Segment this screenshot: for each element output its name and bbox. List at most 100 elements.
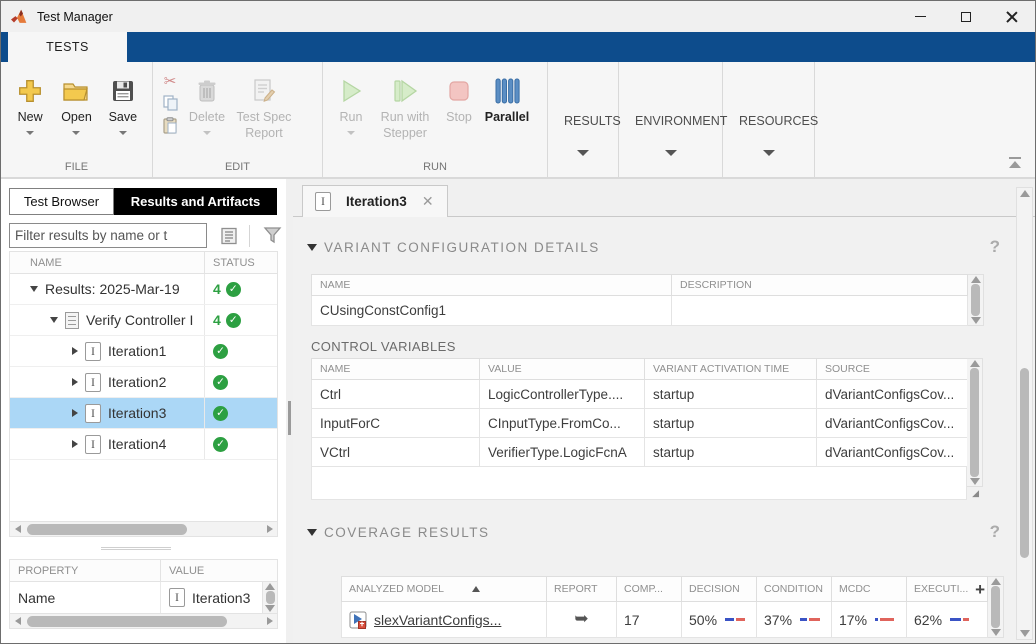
scroll-up-icon[interactable]: [970, 360, 980, 367]
coverage-table-scrollbar[interactable]: [988, 576, 1004, 638]
ribbon-group-results[interactable]: RESULTS: [548, 62, 619, 177]
chevron-collapsed-icon[interactable]: [72, 347, 78, 355]
scroll-down-icon[interactable]: [265, 605, 275, 612]
close-tab-icon[interactable]: [421, 195, 435, 209]
resources-dropdown-caret[interactable]: [763, 150, 775, 156]
cov-col-model[interactable]: ANALYZED MODEL: [342, 577, 547, 602]
variant-config-section-header[interactable]: VARIANT CONFIGURATION DETAILS ?: [307, 237, 1000, 257]
run-with-stepper-button[interactable]: Run with Stepper: [373, 68, 437, 141]
list-view-icon[interactable]: [217, 224, 241, 248]
close-button[interactable]: [989, 1, 1035, 32]
config-col-description[interactable]: DESCRIPTION: [672, 275, 968, 296]
help-icon[interactable]: ?: [990, 522, 1000, 542]
scrollbar-thumb[interactable]: [1020, 368, 1029, 558]
parallel-button[interactable]: Parallel: [481, 68, 533, 126]
test-spec-report-button[interactable]: Test Spec Report: [231, 68, 297, 141]
control-row[interactable]: VCtrl VerifierType.LogicFcnA startup dVa…: [312, 438, 968, 467]
cut-icon[interactable]: ✂: [161, 72, 179, 90]
tab-results-and-artifacts[interactable]: Results and Artifacts: [114, 188, 277, 215]
delete-button[interactable]: Delete: [183, 68, 231, 135]
scroll-up-icon[interactable]: [991, 578, 1001, 585]
scroll-down-icon[interactable]: [971, 317, 981, 324]
scroll-right-icon[interactable]: [262, 522, 277, 536]
tree-row-testfile[interactable]: Verify Controller I 4: [10, 305, 277, 336]
tab-tests[interactable]: TESTS: [8, 32, 127, 62]
property-row-name[interactable]: Name Iteration3: [10, 582, 277, 613]
copy-icon[interactable]: [161, 94, 179, 112]
ribbon-toolstrip: New Open Save FILE: [1, 62, 1035, 179]
scroll-right-icon[interactable]: [262, 614, 277, 628]
control-table-scrollbar[interactable]: [967, 358, 983, 487]
scroll-up-icon[interactable]: [265, 583, 275, 590]
tree-row-iteration3[interactable]: Iteration3: [10, 398, 277, 429]
open-button[interactable]: Open: [53, 68, 99, 135]
model-link[interactable]: slexVariantConfigs...: [374, 612, 501, 628]
run-button[interactable]: Run: [329, 68, 373, 135]
coverage-row[interactable]: slexVariantConfigs... ➥ 17 50% 37% 17% 6…: [342, 602, 988, 638]
chevron-collapsed-icon[interactable]: [72, 409, 78, 417]
maximize-button[interactable]: [943, 1, 989, 32]
chevron-collapsed-icon[interactable]: [72, 378, 78, 386]
filter-funnel-icon[interactable]: [260, 224, 284, 248]
help-icon[interactable]: ?: [990, 237, 1000, 257]
coverage-section-header[interactable]: COVERAGE RESULTS ?: [307, 522, 1000, 542]
cov-col-decision[interactable]: DECISION: [682, 577, 757, 602]
scroll-left-icon[interactable]: [10, 614, 25, 628]
scroll-down-icon[interactable]: [970, 478, 980, 485]
ctrl-col-source[interactable]: SOURCE: [817, 359, 968, 380]
scroll-down-icon[interactable]: [991, 629, 1001, 636]
filter-results-input[interactable]: [9, 223, 207, 248]
resize-grip-icon[interactable]: [967, 487, 979, 499]
paste-icon[interactable]: [161, 116, 179, 134]
config-col-name[interactable]: NAME: [312, 275, 672, 296]
chevron-expanded-icon[interactable]: [50, 317, 58, 323]
panel-splitter-handle[interactable]: [101, 547, 171, 550]
ribbon-group-resources[interactable]: RESOURCES: [723, 62, 815, 177]
scroll-left-icon[interactable]: [10, 522, 25, 536]
add-column-icon[interactable]: +: [975, 581, 985, 598]
splitter-grip[interactable]: [288, 401, 291, 435]
cov-col-complexity[interactable]: COMP...: [617, 577, 682, 602]
section-collapse-icon[interactable]: [307, 244, 317, 251]
cov-col-mcdc[interactable]: MCDC: [832, 577, 907, 602]
vertical-splitter[interactable]: [286, 179, 293, 643]
cov-col-report[interactable]: REPORT: [547, 577, 617, 602]
scroll-up-icon[interactable]: [971, 276, 981, 283]
tree-row-iteration1[interactable]: Iteration1: [10, 336, 277, 367]
environment-dropdown-caret[interactable]: [665, 150, 677, 156]
control-row[interactable]: InputForC CInputType.FromCo... startup d…: [312, 409, 968, 438]
section-collapse-icon[interactable]: [307, 529, 317, 536]
save-button[interactable]: Save: [100, 68, 146, 135]
scroll-up-icon[interactable]: [1017, 190, 1032, 197]
open-report-icon[interactable]: ➥: [574, 609, 588, 629]
minimize-button[interactable]: [897, 1, 943, 32]
chevron-collapsed-icon[interactable]: [72, 440, 78, 448]
new-button[interactable]: New: [7, 68, 53, 135]
chevron-expanded-icon[interactable]: [30, 286, 38, 292]
tree-row-iteration2[interactable]: Iteration2: [10, 367, 277, 398]
tab-test-browser[interactable]: Test Browser: [9, 188, 114, 215]
control-row[interactable]: Ctrl LogicControllerType.... startup dVa…: [312, 380, 968, 409]
property-vertical-scrollbar[interactable]: [262, 582, 277, 613]
config-row[interactable]: CUsingConstConfig1: [312, 296, 968, 326]
cov-col-execution[interactable]: EXECUTI...+: [907, 577, 988, 602]
tree-row-results[interactable]: Results: 2025-Mar-19 4: [10, 274, 277, 305]
ctrl-col-activation[interactable]: VARIANT ACTIVATION TIME: [645, 359, 817, 380]
stop-button[interactable]: Stop: [437, 68, 481, 126]
ctrl-col-name[interactable]: NAME: [312, 359, 480, 380]
tab-iteration3[interactable]: Iteration3: [302, 185, 448, 217]
collapse-ribbon-button[interactable]: [1007, 157, 1023, 169]
open-dropdown-caret[interactable]: [72, 131, 80, 135]
results-dropdown-caret[interactable]: [577, 150, 589, 156]
tree-row-iteration4[interactable]: Iteration4: [10, 429, 277, 460]
ctrl-col-value[interactable]: VALUE: [480, 359, 645, 380]
config-table-scrollbar[interactable]: [968, 274, 984, 326]
ribbon-group-environment[interactable]: ENVIRONMENT: [619, 62, 723, 177]
new-dropdown-caret[interactable]: [26, 131, 34, 135]
property-horizontal-scrollbar[interactable]: [10, 613, 277, 628]
scroll-down-icon[interactable]: [1017, 630, 1032, 637]
save-dropdown-caret[interactable]: [119, 131, 127, 135]
tree-horizontal-scrollbar[interactable]: [10, 521, 277, 536]
main-vertical-scrollbar[interactable]: [1016, 187, 1033, 640]
cov-col-condition[interactable]: CONDITION: [757, 577, 832, 602]
